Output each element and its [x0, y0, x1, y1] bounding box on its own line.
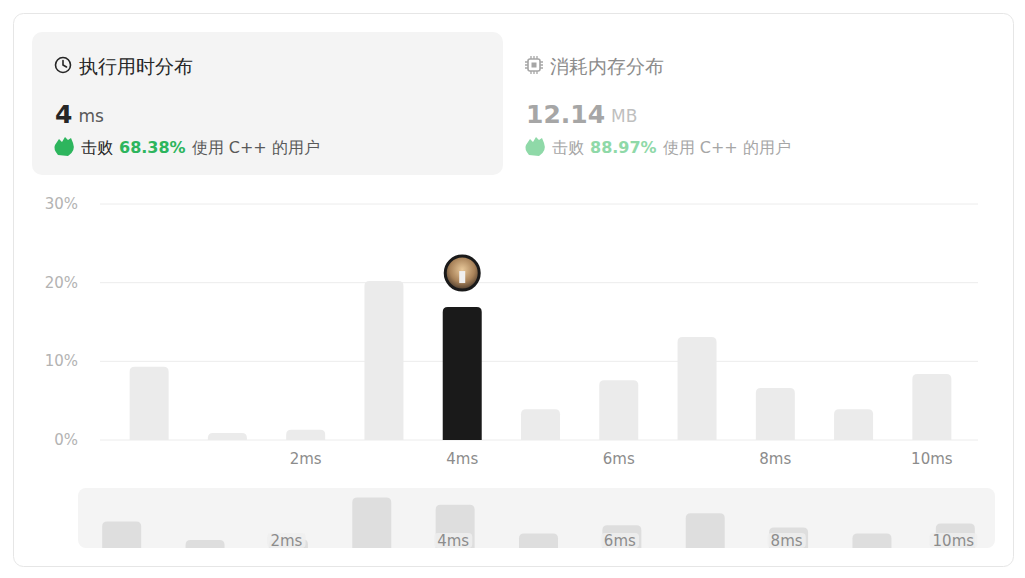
bar [756, 388, 795, 440]
tab-bg [32, 32, 503, 175]
bar [912, 374, 951, 440]
clock-hands [63, 61, 67, 68]
overview-label: 2ms [270, 532, 302, 550]
chip-core [532, 63, 537, 68]
beat-prefix: 击败 [81, 138, 113, 157]
overview-bar [852, 533, 891, 548]
grid-line [100, 282, 978, 283]
tab-title: 执行用时分布 [79, 55, 193, 77]
hand-icon [525, 137, 544, 156]
overview-label: 8ms [771, 532, 803, 550]
y-tick-label: 10% [45, 352, 78, 370]
x-tick-label: 8ms [759, 450, 791, 468]
bar [208, 433, 247, 440]
bar [364, 281, 403, 440]
bars [130, 281, 952, 440]
x-tick-label: 4ms [446, 450, 478, 468]
bar [443, 307, 482, 440]
overview-bar [352, 498, 391, 548]
hand-icon [54, 137, 73, 156]
metric-unit: MB [611, 106, 637, 126]
grid-line [100, 204, 978, 205]
overview-bar [686, 513, 725, 548]
overview-bar [102, 522, 141, 548]
tab[interactable]: 消耗内存分布 12.14 MB 击败 88.97% 使用 C++ 的用户 [525, 55, 791, 157]
bar [130, 367, 169, 440]
grid-line [100, 361, 978, 362]
overview-label: 10ms [933, 532, 975, 550]
metric-value: 12.14 [526, 100, 605, 129]
avatar [445, 256, 479, 290]
bar [678, 337, 717, 440]
avatar-circle [445, 256, 479, 290]
tab[interactable]: 执行用时分布 4 ms 击败 68.38% 使用 C++ 的用户 [32, 32, 503, 175]
overview-bar [519, 533, 558, 548]
beat-prefix: 击败 [552, 138, 584, 157]
grid: 0% 10% 20% 30% [45, 195, 978, 449]
hand-shape [525, 137, 544, 156]
beat-suffix: 使用 C++ 的用户 [663, 138, 791, 157]
bar [834, 409, 873, 440]
overview-bar [186, 540, 225, 548]
hand-shape [54, 137, 73, 156]
overview-bar [436, 505, 475, 548]
beat-percent: 88.97% [590, 138, 657, 157]
y-tick-label: 20% [45, 274, 78, 292]
chip-pins [525, 56, 543, 74]
y-tick-label: 30% [45, 195, 78, 213]
metric-unit: ms [78, 106, 104, 126]
overview-bar [602, 525, 641, 548]
metric-value: 4 [55, 100, 72, 129]
x-tick-label: 6ms [603, 450, 635, 468]
avatar-detail [459, 271, 465, 283]
bar [599, 380, 638, 440]
page: 执行用时分布4ms击败68.38%使用 C++ 的用户消耗内存分布12.14MB… [0, 0, 1025, 578]
bar [521, 409, 560, 440]
overview-labels: 2ms 4ms 6ms 8ms 10ms [267, 532, 977, 550]
chip-icon [528, 59, 540, 71]
x-tick-label: 2ms [290, 450, 322, 468]
overview-label: 4ms [437, 532, 469, 550]
bar [286, 430, 325, 440]
card [14, 14, 1014, 567]
beat-suffix: 使用 C++ 的用户 [192, 138, 320, 157]
tab-title: 消耗内存分布 [550, 55, 664, 77]
overview-label: 6ms [604, 532, 636, 550]
beat-percent: 68.38% [119, 138, 186, 157]
clock-icon [56, 58, 71, 73]
y-tick-label: 0% [54, 431, 78, 449]
x-tick-label: 10ms [911, 450, 953, 468]
overview-bar [769, 527, 808, 548]
overview-bars [102, 498, 975, 548]
x-axis: 2ms 4ms 6ms 8ms 10ms [290, 450, 953, 468]
